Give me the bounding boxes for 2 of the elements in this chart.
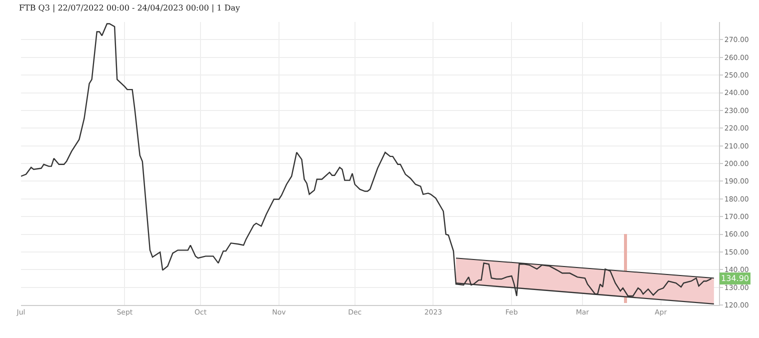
chart-title: FTB Q3 | 22/07/2022 00:00 - 24/04/2023 00:00 | 1 Day (18, 4, 241, 13)
data-label: 134.90 (721, 274, 749, 283)
